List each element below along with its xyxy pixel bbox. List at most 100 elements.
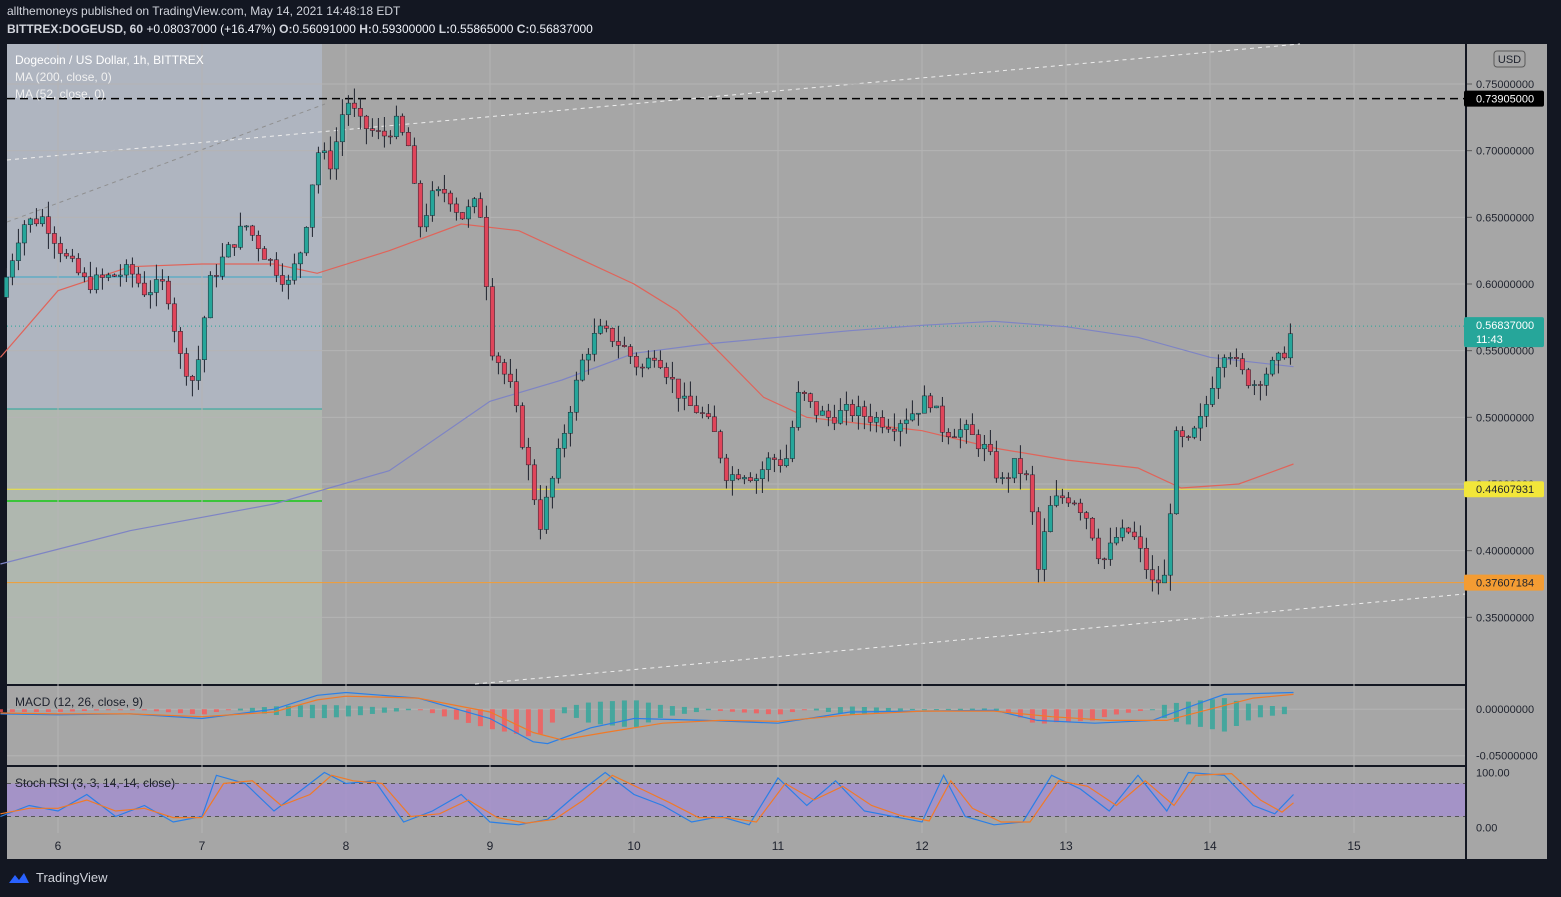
macd-histogram-bar [1257,705,1263,718]
candle-up [243,225,249,228]
candle-down [525,447,531,466]
candle-down [627,346,633,357]
candle-up [1011,458,1017,479]
close-value: 0.56837000 [529,22,593,36]
candle-up [27,218,33,225]
candle-down [261,248,267,260]
candle-down [327,150,333,170]
candle-down [1071,502,1077,505]
candle-down [609,328,615,342]
low-label: L: [438,22,451,36]
time-axis[interactable] [7,833,1465,859]
candle-up [981,444,987,450]
candle-up [921,395,927,414]
price-tick-label: 0.50000000 [1476,412,1534,424]
candle-down [405,132,411,147]
candle-down [81,272,87,277]
candle-up [321,150,327,153]
candle-up [897,423,903,432]
macd-histogram-bar [849,706,855,715]
candle-down [735,474,741,480]
time-tick-label: 11 [772,839,785,853]
candle-up [585,353,591,361]
candle-down [861,406,867,417]
macd-histogram-bar [705,708,711,711]
candle-up [1197,416,1203,429]
currency-badge-box[interactable] [1493,50,1526,68]
candle-down [675,378,681,399]
candle-up [759,469,765,479]
candle-up [303,227,309,254]
candle-down [723,457,729,481]
macd-histogram-bar [153,709,159,712]
close-label: C: [516,22,530,36]
candle-down [177,331,183,354]
candle-up [597,325,603,334]
macd-tick-label: 0.00000000 [1476,704,1534,716]
candle-up [423,215,429,228]
candle-up [855,406,861,416]
macd-histogram-bar [621,700,627,727]
candle-down [1017,458,1023,474]
candle-down [633,356,639,368]
macd-histogram-bar [585,702,591,723]
footer-brand[interactable]: TradingView [8,870,108,885]
macd-histogram-bar [1125,709,1131,713]
candle-up [15,242,21,261]
candle-up [915,412,921,415]
candle-down [1155,579,1161,584]
macd-histogram-bar [1197,700,1203,727]
candle-up [1053,495,1059,506]
macd-histogram-bar [969,708,975,711]
candle-down [363,115,369,129]
macd-histogram-bar [117,709,123,711]
candle-up [225,244,231,258]
stoch-d-line [0,772,1294,824]
macd-histogram-bar [801,709,807,711]
candle-down [747,477,753,482]
candle-down [357,108,363,117]
candle-down [813,401,819,416]
macd-pane[interactable] [7,686,1465,765]
candle-down [279,275,285,285]
legend-ma200: MA (200, close, 0) [15,70,112,84]
candle-up [753,478,759,482]
level-badge [1464,317,1544,348]
candle-up [1047,505,1053,532]
candle-down [399,115,405,133]
candle-down [249,225,255,236]
candle-down [663,367,669,378]
candle-down [1029,474,1035,513]
currency-badge[interactable]: USD [1498,54,1521,66]
time-tick-label: 13 [1059,839,1073,853]
macd-histogram-bar [69,709,75,712]
candle-up [1107,542,1113,560]
candle-down [267,259,273,261]
candle-up [195,359,201,381]
candle-down [183,353,189,377]
macd-histogram-bar [417,709,423,711]
candle-down [879,417,885,428]
macd-histogram-bar [285,705,291,717]
highlight-zone-green [7,409,322,684]
time-tick-label: 7 [199,839,206,853]
candle-down [1089,517,1095,539]
legend-stoch: Stoch RSI (3, 3, 14, 14, close) [15,776,175,790]
macd-line [0,691,1294,745]
time-tick-label: 14 [1203,839,1217,853]
candle-down [801,392,807,394]
candle-up [285,279,291,285]
candle-down [159,279,165,282]
price-axis[interactable] [1467,44,1547,859]
macd-histogram-bar [825,707,831,713]
candle-up [591,333,597,355]
change-value: +0.08037000 (+16.47%) [146,22,276,36]
high-label: H: [359,22,372,36]
macd-histogram-bar [1149,709,1155,711]
candle-down [165,280,171,305]
candle-down [255,235,261,249]
candle-down [771,457,777,460]
legend-ma52: MA (52, close, 0) [15,87,105,101]
candle-down [351,102,357,109]
